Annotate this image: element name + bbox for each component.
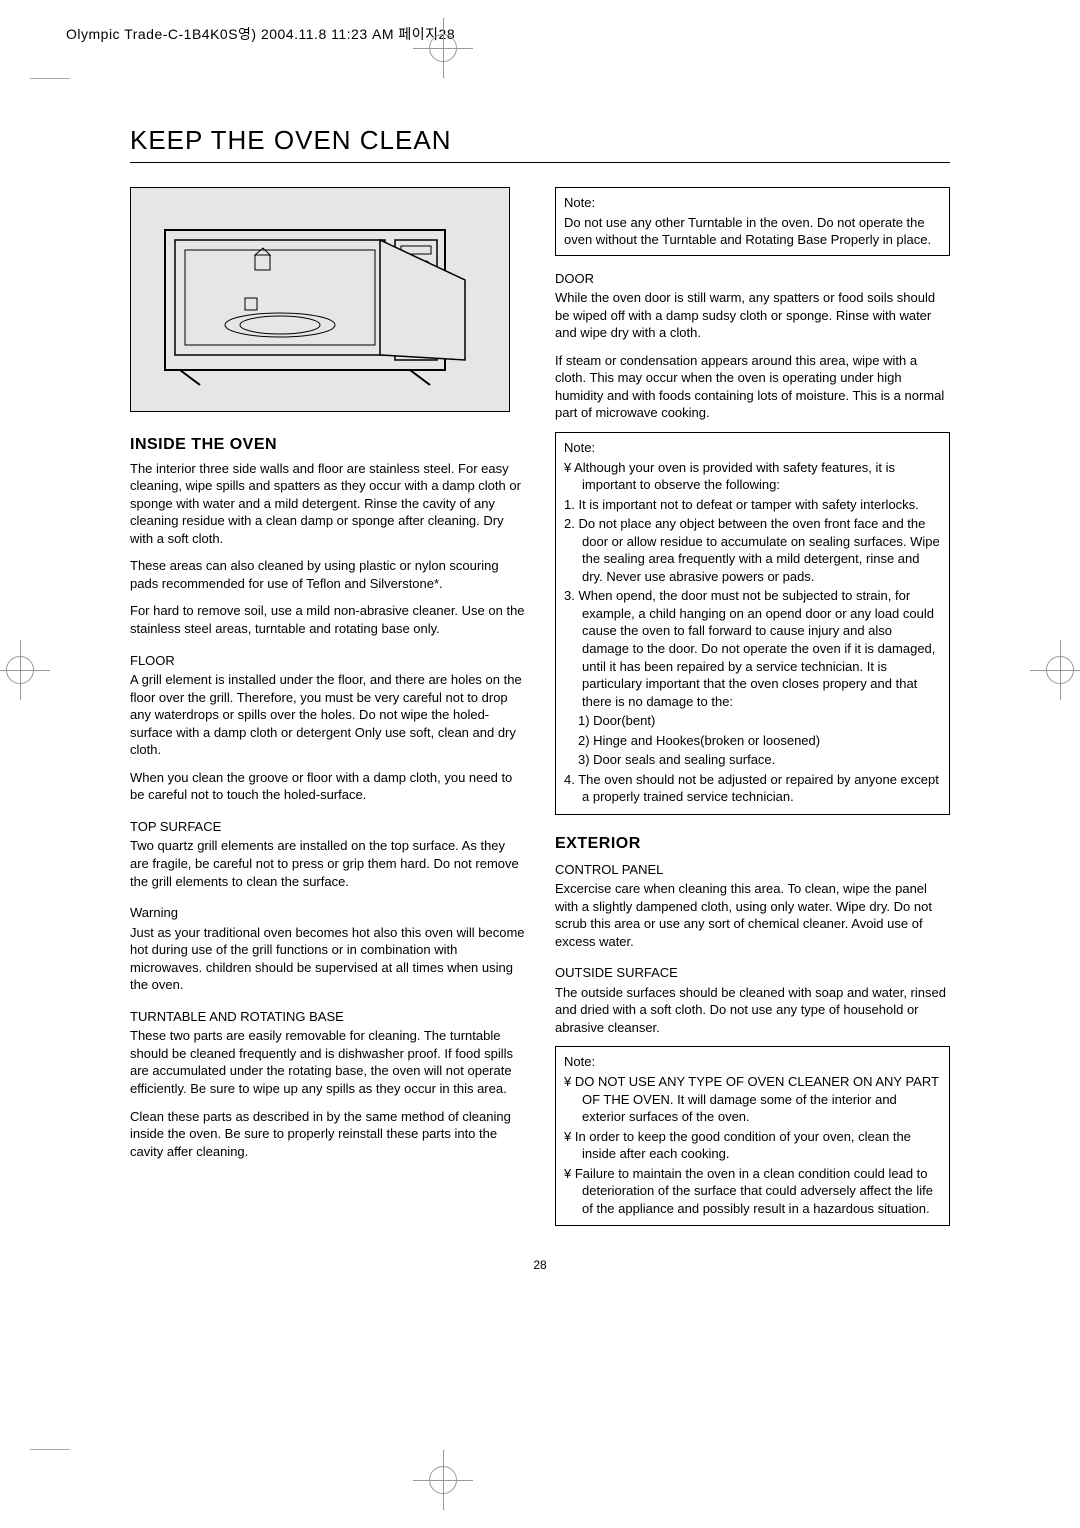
- turntable-p2: Clean these parts as described in by the…: [130, 1108, 525, 1161]
- oven-illustration: [130, 187, 510, 412]
- turntable-heading: TURNTABLE AND ROTATING BASE: [130, 1008, 525, 1026]
- note1-label: Note:: [564, 194, 941, 212]
- door-p1: While the oven door is still warm, any s…: [555, 289, 950, 342]
- crop-mark-left: [0, 640, 50, 700]
- note3-label: Note:: [564, 1053, 941, 1071]
- control-panel-heading: CONTROL PANEL: [555, 861, 950, 879]
- turntable-p1: These two parts are easily removable for…: [130, 1027, 525, 1097]
- top-p1: Two quartz grill elements are installed …: [130, 837, 525, 890]
- note-box-2: Note: Although your oven is provided wit…: [555, 432, 950, 815]
- microwave-icon: [155, 210, 485, 390]
- note2-item1: It is important not to defeat or tamper …: [564, 496, 941, 514]
- inside-p2: These areas can also cleaned by using pl…: [130, 557, 525, 592]
- note-box-1: Note: Do not use any other Turntable in …: [555, 187, 950, 256]
- note2-intro: Although your oven is provided with safe…: [564, 459, 941, 494]
- outside-surface-p1: The outside surfaces should be cleaned w…: [555, 984, 950, 1037]
- page-title: KEEP THE OVEN CLEAN: [130, 125, 950, 163]
- note1-text: Do not use any other Turntable in the ov…: [564, 214, 941, 249]
- header-info: Olympic Trade-C-1B4K0S영) 2004.11.8 11:23…: [66, 24, 455, 44]
- exterior-heading: EXTERIOR: [555, 833, 950, 855]
- floor-p1: A grill element is installed under the f…: [130, 671, 525, 759]
- warning-p1: Just as your traditional oven becomes ho…: [130, 924, 525, 994]
- outside-surface-heading: OUTSIDE SURFACE: [555, 964, 950, 982]
- note2-item2: Do not place any object between the oven…: [564, 515, 941, 585]
- inside-p3: For hard to remove soil, use a mild non-…: [130, 602, 525, 637]
- note2-item3b: 2) Hinge and Hookes(broken or loosened): [564, 732, 941, 750]
- crop-mark-right: [1030, 640, 1080, 700]
- inside-p1: The interior three side walls and floor …: [130, 460, 525, 548]
- warning-heading: Warning: [130, 904, 525, 922]
- note2-item4: The oven should not be adjusted or repai…: [564, 771, 941, 806]
- crop-mark-bottom: [413, 1450, 473, 1510]
- left-column: INSIDE THE OVEN The interior three side …: [130, 187, 525, 1238]
- door-p2: If steam or condensation appears around …: [555, 352, 950, 422]
- hairline-bottom: [30, 1449, 70, 1450]
- right-column: Note: Do not use any other Turntable in …: [555, 187, 950, 1238]
- door-heading: DOOR: [555, 270, 950, 288]
- page-number: 28: [130, 1258, 950, 1272]
- note3-list: DO NOT USE ANY TYPE OF OVEN CLEANER ON A…: [564, 1073, 941, 1217]
- crop-mark-top: [413, 18, 473, 78]
- inside-heading: INSIDE THE OVEN: [130, 434, 525, 456]
- note-box-3: Note: DO NOT USE ANY TYPE OF OVEN CLEANE…: [555, 1046, 950, 1226]
- note2-item3c: 3) Door seals and sealing surface.: [564, 751, 941, 769]
- top-heading: TOP SURFACE: [130, 818, 525, 836]
- note2-item3a: 1) Door(bent): [564, 712, 941, 730]
- control-panel-p1: Excercise care when cleaning this area. …: [555, 880, 950, 950]
- columns: INSIDE THE OVEN The interior three side …: [130, 187, 950, 1238]
- page-content: KEEP THE OVEN CLEAN: [130, 125, 950, 1272]
- note3-item1: DO NOT USE ANY TYPE OF OVEN CLEANER ON A…: [564, 1073, 941, 1126]
- floor-p2: When you clean the groove or floor with …: [130, 769, 525, 804]
- floor-heading: FLOOR: [130, 652, 525, 670]
- note2-item3: When opend, the door must not be subject…: [564, 587, 941, 710]
- note3-item2: In order to keep the good condition of y…: [564, 1128, 941, 1163]
- note2-list: Although your oven is provided with safe…: [564, 459, 941, 806]
- hairline-top: [30, 78, 70, 79]
- note2-label: Note:: [564, 439, 941, 457]
- note3-item3: Failure to maintain the oven in a clean …: [564, 1165, 941, 1218]
